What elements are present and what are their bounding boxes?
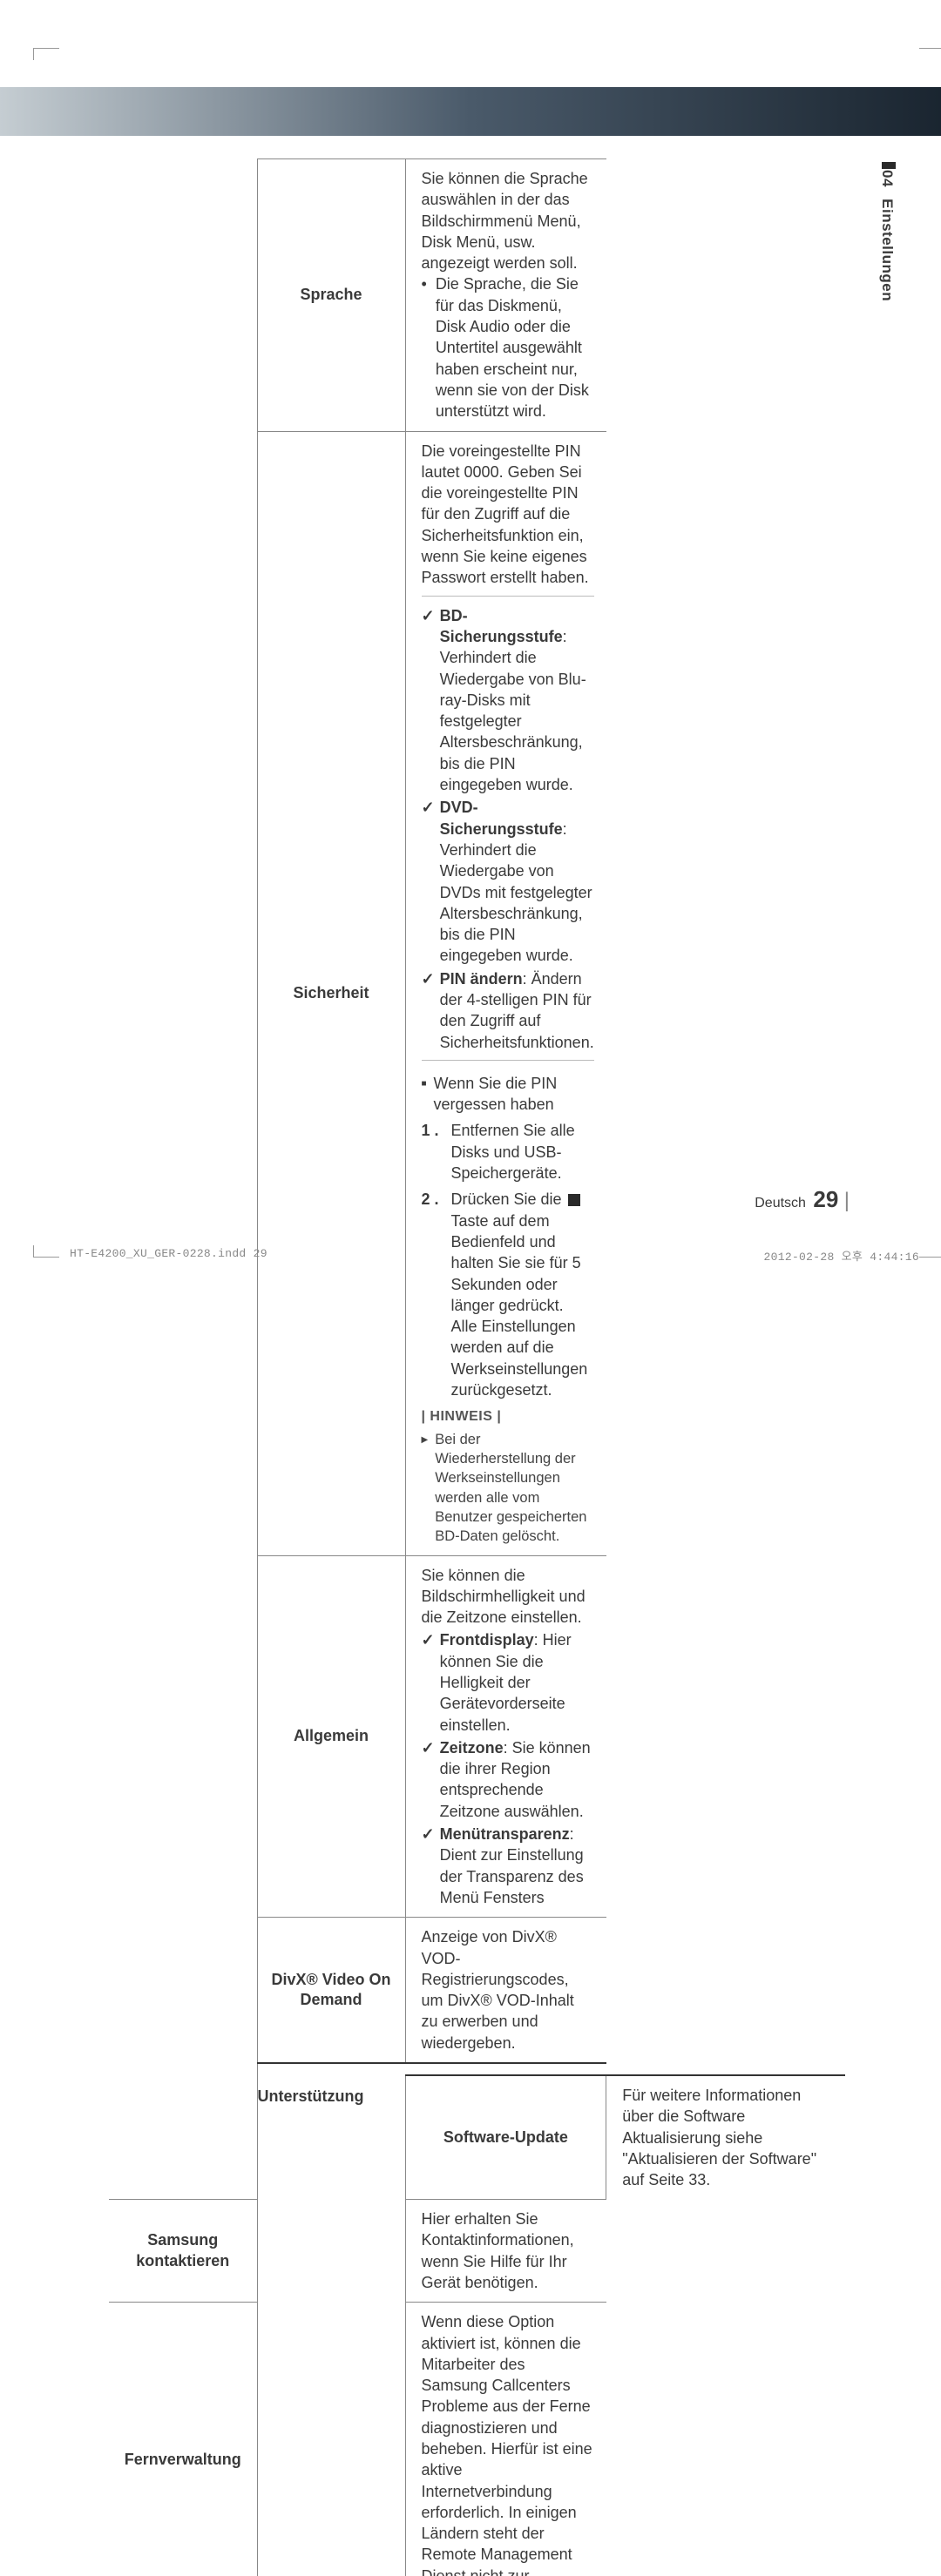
section-tab-bar <box>882 162 896 169</box>
print-timestamp: 2012-02-28 오후 4:44:16 <box>764 1247 919 1264</box>
row-label-divx: DivX® Video On Demand <box>257 1918 405 2063</box>
numbered-step: 2 .Drücken Sie die Taste auf dem Bedienf… <box>422 1189 594 1400</box>
check-item: DVD-Sicherungsstufe: Verhindert die Wied… <box>422 797 594 966</box>
check-item: Menütransparenz: Dient zur Einstellung d… <box>422 1824 594 1908</box>
row-label-allgemein: Allgemein <box>257 1555 405 1918</box>
text: Sie können die Bildschirmhelligkeit und … <box>422 1565 594 1629</box>
row-label-sprache: Sprache <box>257 159 405 432</box>
row-label-fernverwaltung: Fernverwaltung <box>109 2303 257 2576</box>
check-item: PIN ändern: Ändern der 4-stelligen PIN f… <box>422 968 594 1053</box>
numbered-step: 1 .Entfernen Sie alle Disks und USB-Spei… <box>422 1120 594 1183</box>
bullet-item: Die Sprache, die Sie für das Diskmenü, D… <box>422 273 594 421</box>
check-item: Zeitzone: Sie können die ihrer Region en… <box>422 1737 594 1822</box>
crop-mark <box>919 48 941 60</box>
section-number: 04 <box>879 170 896 187</box>
hinweis-label: | HINWEIS | <box>422 1407 594 1426</box>
category-cell-blank <box>109 159 257 2200</box>
row-body-samsung: Hier erhalten Sie Kontaktinformationen, … <box>405 2200 606 2303</box>
settings-table: Sprache Sie können die Sprache auswählen… <box>109 158 845 2576</box>
row-label-samsung: Samsung kontaktieren <box>109 2200 257 2303</box>
category-cell-support: Unterstützung <box>257 2075 405 2576</box>
section-title: Einstellungen <box>879 199 896 301</box>
text: Sie können die Sprache auswählen in der … <box>422 168 594 273</box>
crop-mark <box>33 48 59 60</box>
check-item: BD-Sicherungsstufe: Verhindert die Wiede… <box>422 605 594 796</box>
crop-mark <box>33 1245 59 1258</box>
row-body-fernverwaltung: Wenn diese Option aktiviert ist, können … <box>405 2303 606 2576</box>
header-band <box>0 87 941 136</box>
section-tab: 04 Einstellungen <box>878 170 896 301</box>
row-label-sicherheit: Sicherheit <box>257 431 405 1555</box>
footer-language: Deutsch <box>755 1196 806 1210</box>
row-body-sicherheit: Die voreingestellte PIN lautet 0000. Geb… <box>405 431 606 1555</box>
print-file: HT-E4200_XU_GER-0228.indd 29 <box>70 1247 267 1264</box>
row-body-software: Für weitere Informationen über die Softw… <box>606 2075 845 2199</box>
footer-divider: | <box>844 1189 850 1212</box>
row-body-sprache: Sie können die Sprache auswählen in der … <box>405 159 606 432</box>
row-body-allgemein: Sie können die Bildschirmhelligkeit und … <box>405 1555 606 1918</box>
stop-button-icon <box>568 1194 580 1206</box>
note-item: Bei der Wiederherstellung der Werkseinst… <box>422 1430 594 1547</box>
row-body-divx: Anzeige von DivX® VOD-Registrierungscode… <box>405 1918 606 2063</box>
page-footer: Deutsch 29 | <box>755 1186 850 1213</box>
square-item: Wenn Sie die PIN vergessen haben <box>422 1073 594 1116</box>
crop-mark <box>919 1245 941 1258</box>
row-label-software: Software-Update <box>405 2075 606 2199</box>
page-number: 29 <box>813 1186 838 1212</box>
print-metadata: HT-E4200_XU_GER-0228.indd 29 2012-02-28 … <box>70 1247 919 1264</box>
text: Die voreingestellte PIN lautet 0000. Geb… <box>422 441 594 589</box>
check-item: Frontdisplay: Hier können Sie die Hellig… <box>422 1629 594 1735</box>
